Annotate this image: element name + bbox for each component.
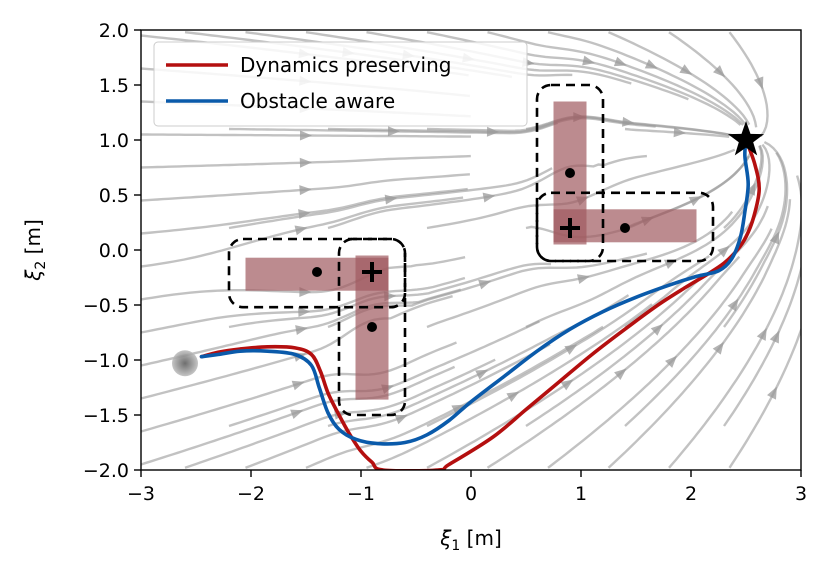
streamline-arrow [475,369,489,380]
streamline-arrow [717,245,730,258]
x-tick-label: 3 [795,483,807,505]
axis-ticks: −3 −2 −1 0 1 2 3 −2.0 −1.5 −1.0 −0.5 0.0 0.5 1.0 1.5 2.… [83,20,807,505]
streamline-arrow [767,386,777,400]
streamline-arrow [299,157,312,168]
streamline-arrow [294,225,308,236]
y-tick-label: −2.0 [83,460,129,482]
reference-cross-marker [362,262,382,282]
obstacle-margin-left-vertical [337,237,407,417]
x-tick-label: −3 [127,483,155,505]
streamline-arrow [712,341,724,355]
streamline-arrow [769,330,780,344]
streamline-arrow [613,56,627,67]
attractor-star-marker [727,121,765,156]
markers [172,121,765,377]
y-axis-symbol: ξ [21,269,45,282]
x-tick-label: 0 [465,483,477,505]
streamline-arrow [564,344,578,355]
streamline-arrow [644,59,658,69]
streamline-arrow [384,194,398,205]
y-axis-unit: [m] [21,219,45,260]
y-tick-label: 0.5 [99,185,129,207]
streamline [728,326,801,469]
streamline-arrow [577,274,590,284]
streamline-arrow [482,192,496,203]
obstacle-margin-left-horizontal [227,237,407,309]
y-tick-label: −1.5 [83,405,129,427]
streamline-arrow [560,379,574,391]
streamline-arrow [665,355,677,368]
streamline-arrow [753,76,764,90]
streamline-arrow [727,298,739,312]
streamline-arrow [621,116,635,127]
streamline-arrow [650,324,664,336]
legend-label-obstacle-aware: Obstacle aware [240,89,395,113]
streamline-arrow [713,65,726,78]
y-tick-label: −0.5 [83,295,129,317]
x-axis-label: ξ1 [m] [439,526,502,554]
obstacle-center-dot [565,168,575,178]
streamline-arrow [478,279,492,290]
legend: Dynamics preserving Obstacle aware [153,41,528,127]
y-axis-subscript: 2 [33,261,49,270]
streamline-arrow [614,368,627,380]
streamline-arrow [679,64,693,75]
streamline-arrow [299,185,312,196]
streamline [547,228,773,469]
series-line-obstacle-aware [199,138,751,446]
streamline [141,196,464,268]
streamline [305,325,604,469]
reference-cross-marker [560,218,580,238]
y-axis-label: ξ2 [m] [21,219,49,282]
legend-box [153,41,528,127]
streamline-arrow [688,196,702,207]
obstacle-center-dot [367,322,377,332]
streamline-arrow [299,130,312,141]
y-tick-label: 1.5 [99,75,129,97]
legend-label-dynamics-preserving: Dynamics preserving [240,53,451,77]
streamline-arrow [506,391,520,403]
streamline-arrow [673,127,686,138]
x-axis-unit: [m] [460,526,501,550]
streamline-arrow [290,409,304,420]
streamline-arrow [486,126,499,137]
y-tick-label: 0.0 [99,240,129,262]
x-tick-label: −1 [347,483,375,505]
obstacle-margin-right-horizontal [535,191,715,263]
streamline-arrow [295,325,308,335]
x-tick-label: 1 [575,483,587,505]
y-tick-label: 1.0 [99,130,129,152]
streamline-arrow [394,414,408,425]
y-tick-label: −1.0 [83,350,129,372]
x-tick-label: 2 [685,483,697,505]
x-axis-symbol: ξ [439,526,452,550]
streamline-arrow [291,380,305,391]
x-axis-subscript: 1 [451,538,460,554]
trajectories [199,138,762,470]
obstacle-center-dot [620,223,630,233]
streamline-arrow [298,306,311,317]
streamline-arrow [756,327,767,341]
obstacle-center-dot [312,267,322,277]
streamline-arrow [769,231,780,245]
y-tick-label: 2.0 [99,20,129,42]
start-marker [172,350,198,377]
streamline-arrow [582,55,595,66]
x-tick-label: −2 [237,483,265,505]
